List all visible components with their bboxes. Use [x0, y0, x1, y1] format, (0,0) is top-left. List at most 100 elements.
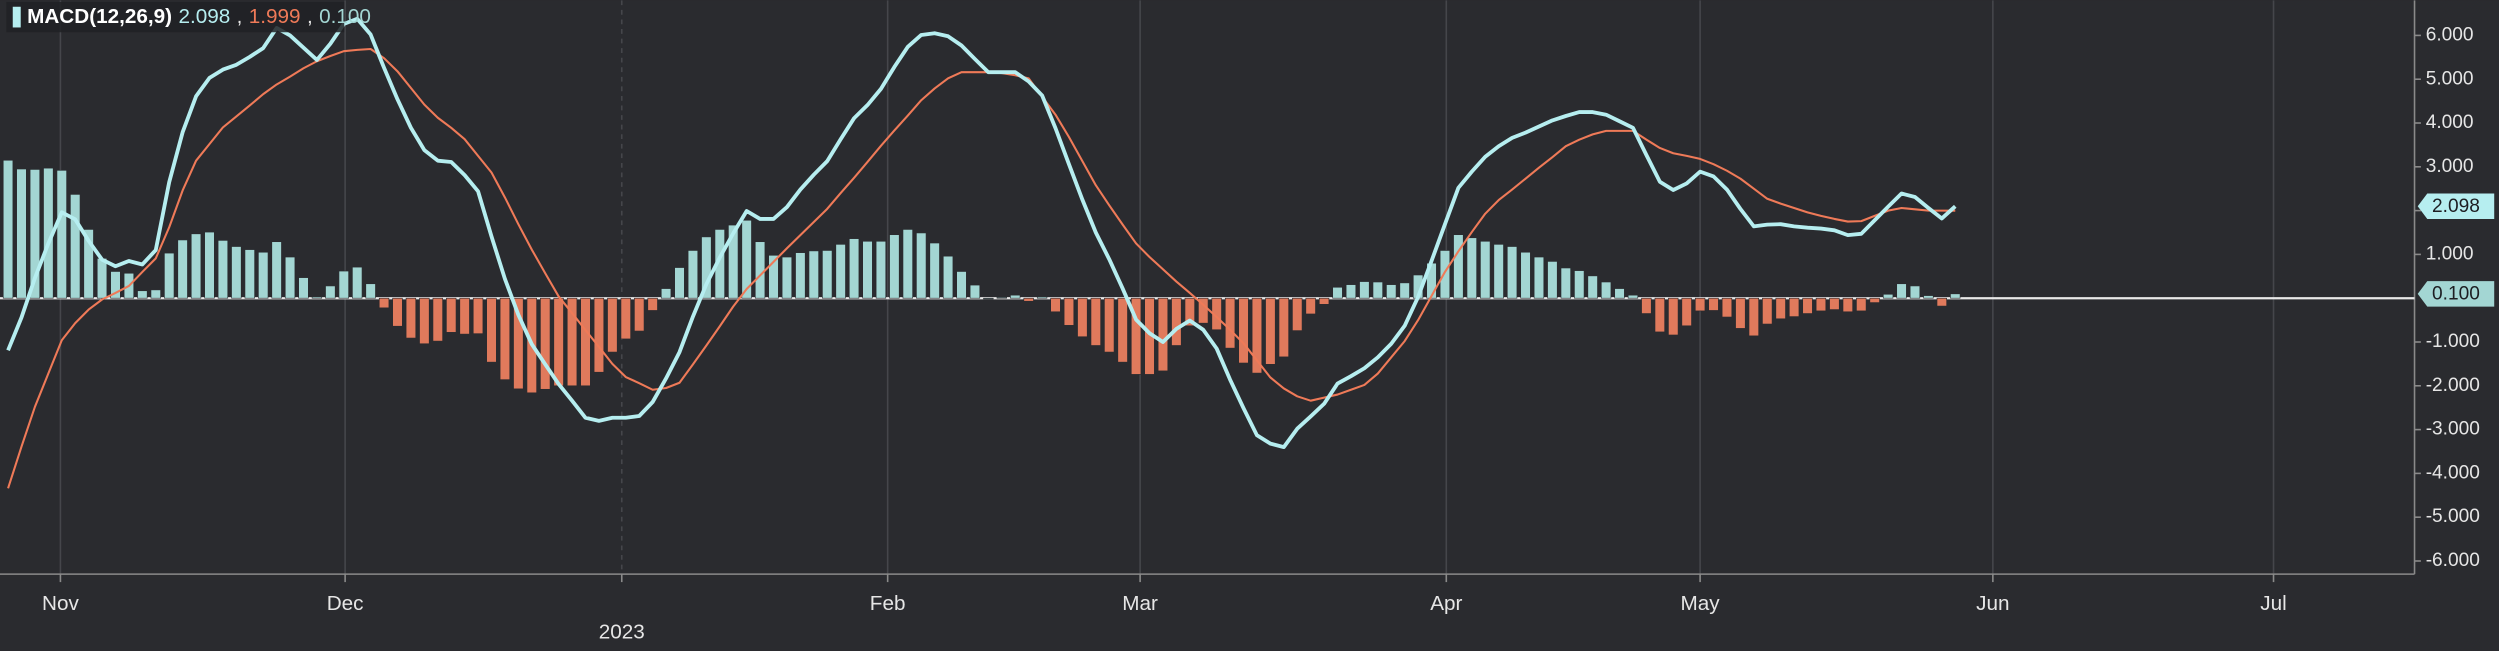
- histogram-bar: [190, 233, 202, 299]
- histogram-bar: [687, 250, 699, 299]
- histogram-bar: [96, 258, 108, 299]
- histogram-bar: [566, 297, 578, 387]
- histogram-bar: [446, 297, 457, 333]
- legend-separator: ,: [307, 5, 313, 28]
- histogram-bar: [1036, 296, 1048, 299]
- histogram-bar: [1130, 297, 1142, 375]
- histogram-bar: [1224, 297, 1236, 349]
- value-badge: [2417, 281, 2495, 307]
- histogram-bar: [1600, 281, 1612, 299]
- histogram-bar: [1480, 240, 1491, 299]
- histogram-bar: [808, 250, 819, 299]
- histogram-bar: [1077, 297, 1088, 338]
- histogram-bar: [284, 256, 296, 299]
- histogram-bar: [1560, 267, 1571, 299]
- histogram-bar: [916, 232, 927, 299]
- legend-title: MACD(12,26,9): [27, 5, 172, 28]
- histogram-bar: [1238, 297, 1249, 364]
- x-tick-label: Jun: [1976, 592, 2009, 615]
- histogram-bar: [1668, 297, 1679, 336]
- histogram-bar: [392, 297, 403, 327]
- histogram-bar: [1775, 297, 1786, 320]
- histogram-bar: [378, 297, 390, 309]
- histogram-bar: [1721, 297, 1733, 318]
- histogram-bar: [1520, 251, 1531, 299]
- histogram-bar: [1547, 261, 1558, 299]
- value-badge-label: 2.098: [2432, 196, 2480, 217]
- histogram-bar: [983, 297, 994, 300]
- histogram-bar: [1372, 281, 1383, 299]
- histogram-bar: [1641, 297, 1652, 314]
- histogram-bar: [16, 168, 27, 299]
- histogram-bar: [244, 249, 255, 299]
- histogram-bar: [1318, 297, 1330, 305]
- x-tick-label: Mar: [1122, 592, 1158, 615]
- histogram-bar: [1533, 256, 1545, 299]
- legend-value: 0.100: [319, 5, 371, 28]
- histogram-bar: [902, 229, 913, 299]
- histogram-bar: [338, 270, 349, 299]
- legend: MACD(12,26,9) 2.098, 1.999, 0.100: [6, 1, 371, 33]
- histogram-bar: [754, 241, 766, 299]
- x-tick-label: Feb: [870, 592, 906, 615]
- histogram-bar: [150, 289, 161, 299]
- histogram-bar: [1157, 297, 1169, 372]
- histogram-bar: [620, 297, 631, 340]
- histogram-bar: [1493, 244, 1504, 299]
- histogram-bar: [862, 240, 873, 299]
- histogram-bar: [1292, 297, 1303, 331]
- histogram-bar: [164, 252, 175, 299]
- histogram-bar: [1090, 297, 1101, 346]
- value-badge: [2417, 193, 2495, 220]
- histogram-bar: [137, 290, 148, 299]
- histogram-bar: [1305, 297, 1316, 315]
- histogram-bar: [835, 244, 846, 299]
- histogram-bar: [942, 255, 954, 299]
- y-tick-label: -5.000: [2426, 506, 2480, 527]
- histogram-bar: [1708, 297, 1719, 311]
- histogram-bar: [29, 169, 41, 299]
- histogram-bar: [875, 240, 887, 299]
- histogram-bar: [70, 194, 81, 299]
- histogram-bar: [419, 297, 430, 345]
- histogram-bar: [352, 266, 363, 299]
- histogram-bar: [204, 231, 215, 299]
- histogram-bar: [795, 252, 806, 299]
- histogram-bar: [1815, 297, 1827, 312]
- histogram-bar: [1856, 297, 1867, 312]
- histogram-bar: [298, 277, 309, 299]
- histogram-bar: [822, 250, 833, 299]
- y-tick-label: 6.000: [2426, 24, 2474, 45]
- line: [6, 16, 1957, 450]
- legend-value: 1.999: [249, 5, 301, 28]
- histogram-bar: [365, 283, 376, 299]
- y-tick-label: 3.000: [2426, 156, 2474, 177]
- histogram-bar: [311, 296, 323, 299]
- histogram-bar: [1735, 297, 1746, 329]
- histogram-bar: [929, 242, 940, 299]
- y-tick-label: -4.000: [2426, 462, 2480, 483]
- histogram-bar: [1278, 297, 1289, 358]
- histogram-bar: [499, 297, 511, 380]
- histogram-bar: [1627, 294, 1639, 299]
- y-tick-label: 5.000: [2426, 68, 2474, 89]
- histogram-bar: [1748, 297, 1759, 337]
- y-tick-label: 1.000: [2426, 243, 2474, 264]
- histogram-bar: [1453, 234, 1464, 299]
- histogram-bar: [553, 297, 564, 387]
- histogram-bar: [1023, 297, 1034, 302]
- histogram-bar: [969, 284, 981, 299]
- histogram-bar: [781, 256, 793, 299]
- histogram-bar: [1063, 297, 1075, 326]
- histogram-bar: [674, 267, 685, 299]
- histogram-bar: [660, 288, 672, 299]
- histogram-bar: [486, 297, 497, 363]
- histogram-bar: [1050, 297, 1061, 313]
- histogram-bar: [1332, 286, 1343, 299]
- legend-text: MACD(12,26,9) 2.098, 1.999, 0.100: [27, 5, 371, 28]
- histogram-bar: [1950, 293, 1961, 299]
- histogram-bar: [472, 297, 484, 334]
- histogram-bar: [996, 297, 1007, 299]
